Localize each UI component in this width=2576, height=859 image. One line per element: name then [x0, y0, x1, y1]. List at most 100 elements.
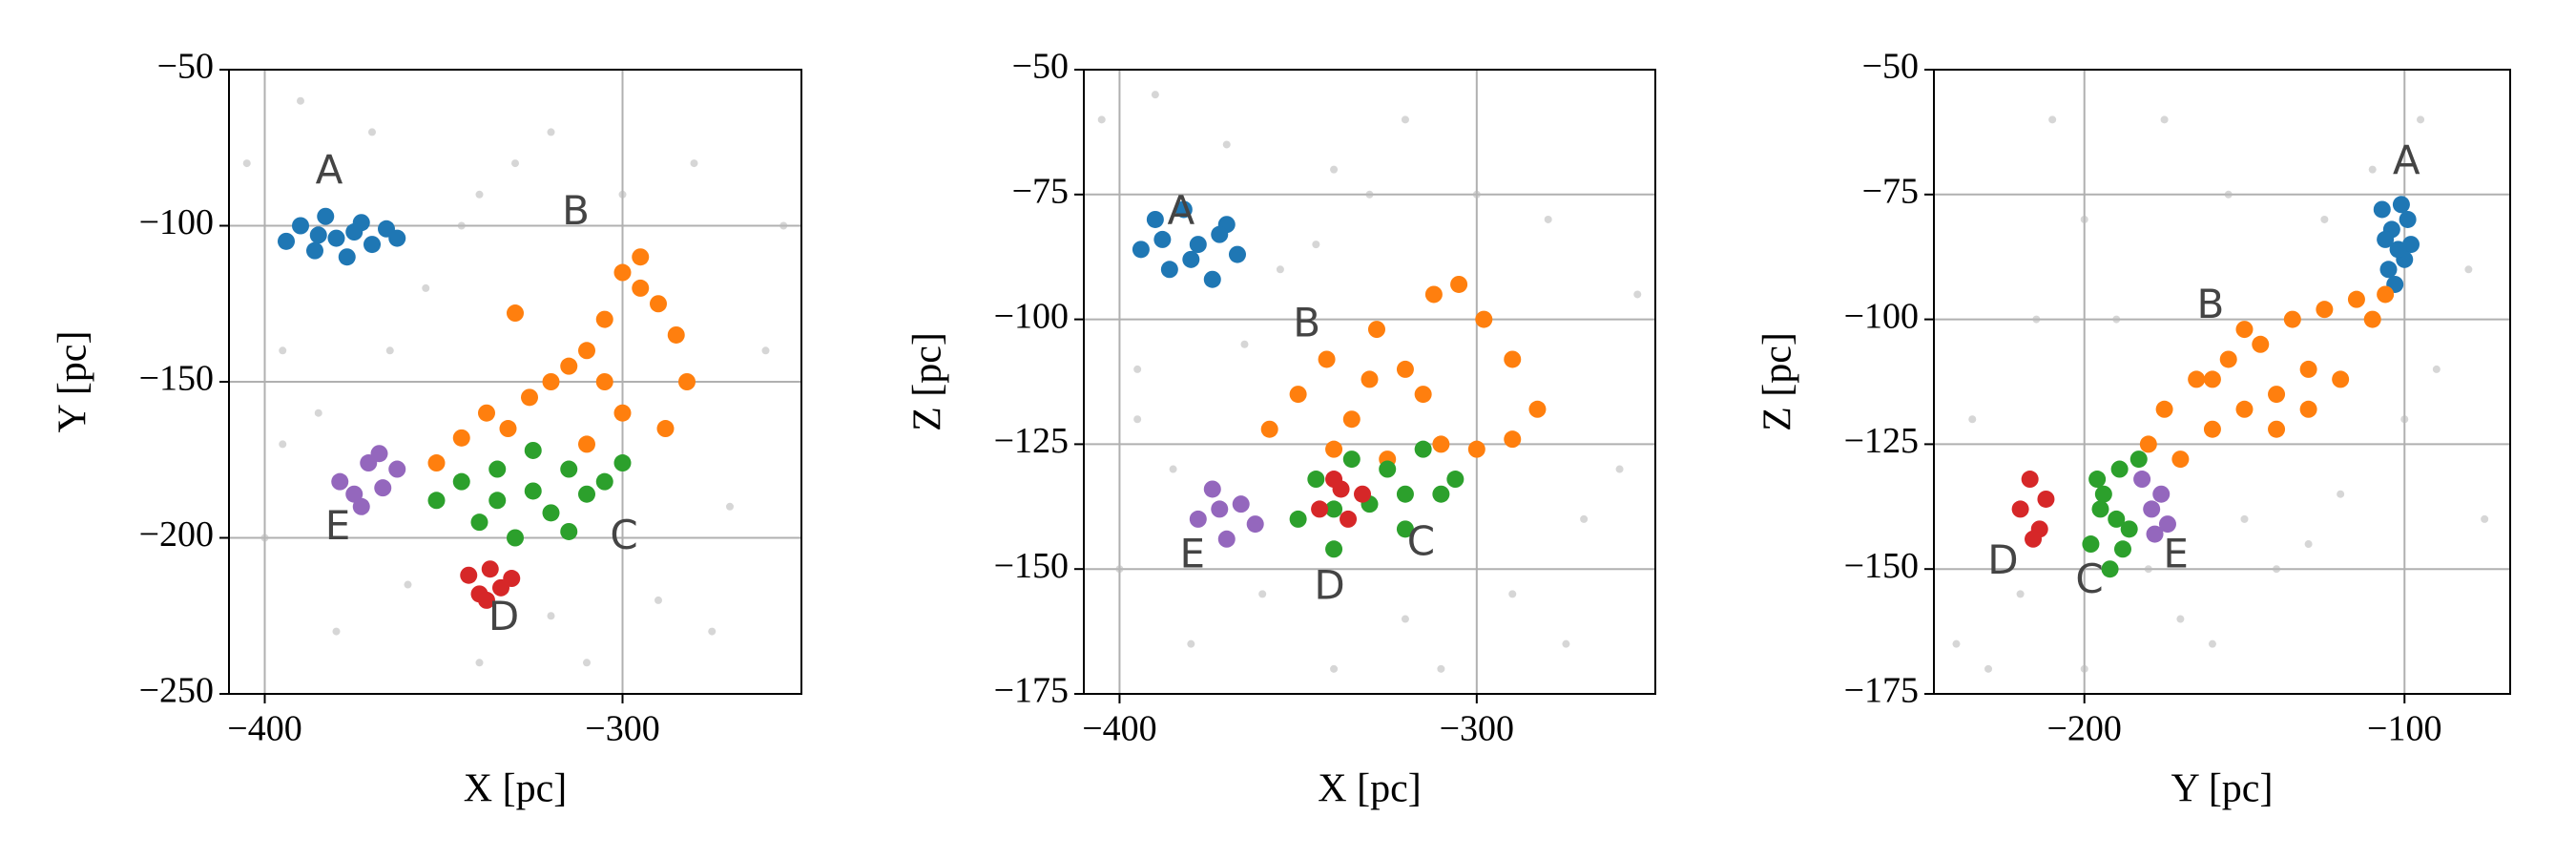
cluster-star — [1450, 275, 1468, 293]
cluster-star — [478, 591, 495, 609]
field-star — [708, 627, 717, 636]
field-star — [422, 283, 430, 292]
cluster-star — [1211, 500, 1229, 518]
cluster-star — [2037, 490, 2055, 508]
y-tick-label: −125 — [994, 421, 1069, 461]
cluster-star — [1211, 225, 1229, 243]
cluster-star — [632, 279, 650, 297]
field-star — [2304, 540, 2313, 549]
y-tick-label: −125 — [1844, 421, 1919, 461]
cluster-star — [2152, 485, 2171, 503]
cluster-star — [1354, 485, 1372, 503]
cluster-star — [1414, 440, 1432, 458]
cluster-star — [374, 479, 392, 497]
field-star — [583, 659, 591, 667]
cluster-label: A — [316, 146, 343, 193]
field-star — [1472, 190, 1481, 199]
cluster-star — [2392, 196, 2410, 214]
cluster-star — [388, 460, 406, 478]
cluster-star — [352, 497, 370, 515]
cluster-star — [2155, 400, 2173, 418]
cluster-star — [309, 226, 327, 244]
y-tick-label: −175 — [1844, 671, 1919, 711]
cluster-star — [345, 223, 364, 241]
x-tick-label: −400 — [227, 709, 301, 749]
field-star — [2080, 215, 2088, 223]
cluster-star — [2347, 290, 2365, 308]
cluster-star — [1203, 270, 1221, 288]
cluster-star — [1146, 210, 1164, 228]
cluster-star — [2332, 370, 2350, 388]
cluster-star — [1467, 440, 1485, 458]
cluster-label: C — [2075, 555, 2103, 602]
cluster-star — [2299, 360, 2317, 378]
field-star — [297, 96, 304, 105]
cluster-star — [1342, 450, 1361, 469]
plot-frame — [1083, 69, 1656, 695]
cluster-star — [2235, 400, 2254, 418]
field-star — [1187, 639, 1195, 648]
cluster-star — [306, 241, 323, 260]
field-star — [1115, 565, 1124, 574]
field-star — [1330, 165, 1339, 174]
cluster-label: A — [2393, 137, 2420, 184]
field-star — [260, 534, 269, 542]
cluster-star — [595, 472, 613, 491]
cluster-star — [2363, 310, 2381, 328]
points — [1097, 91, 1642, 673]
cluster-star — [1424, 285, 1443, 304]
cluster-star — [2129, 450, 2148, 469]
field-star — [1401, 615, 1409, 623]
cluster-star — [317, 207, 335, 225]
y-tick-label: −200 — [139, 514, 214, 555]
cluster-star — [427, 492, 446, 510]
field-star — [1580, 514, 1589, 523]
cluster-star — [2139, 435, 2157, 453]
cluster-star — [2088, 471, 2107, 489]
field-star — [1133, 415, 1142, 424]
field-star — [1330, 664, 1339, 673]
field-star — [2273, 565, 2281, 574]
cluster-star — [1246, 515, 1264, 534]
cluster-star — [1367, 321, 1385, 339]
x-axis-label: X [pc] — [1318, 767, 1421, 811]
y-axis-label: Z [pc] — [906, 332, 950, 431]
field-star — [1097, 115, 1106, 124]
cluster-star — [278, 232, 295, 250]
cluster-star — [327, 229, 345, 247]
field-star — [2337, 490, 2345, 498]
field-star — [1508, 590, 1517, 598]
cluster-star — [1203, 480, 1221, 498]
cluster-star — [2110, 460, 2129, 478]
y-tick-label: −250 — [139, 671, 214, 711]
cluster-star — [656, 420, 675, 438]
cluster-star — [2091, 500, 2109, 518]
cluster-star — [488, 460, 507, 478]
points — [1952, 115, 2489, 673]
cluster-label: B — [562, 187, 590, 234]
field-star — [761, 346, 770, 355]
cluster-label: D — [1314, 561, 1344, 608]
x-tick-label: −300 — [585, 709, 659, 749]
cluster-star — [499, 420, 517, 438]
cluster-star — [2025, 530, 2043, 548]
cluster-star — [1396, 520, 1414, 538]
field-star — [457, 221, 466, 230]
field-star — [2464, 265, 2473, 274]
cluster-star — [2021, 471, 2039, 489]
cluster-star — [2268, 386, 2286, 404]
cluster-star — [2011, 500, 2029, 518]
x-tick-label: −300 — [1440, 709, 1514, 749]
field-star — [1544, 215, 1552, 223]
cluster-star — [364, 236, 381, 254]
field-star — [1312, 241, 1320, 249]
field-star — [2112, 315, 2121, 324]
cluster-star — [503, 570, 521, 588]
cluster-star — [2203, 370, 2221, 388]
cluster-star — [595, 373, 613, 390]
field-star — [2032, 315, 2041, 324]
cluster-star — [2268, 420, 2286, 438]
cluster-star — [2094, 485, 2112, 503]
panel: −200 −100 −175 −150 −125 −100 −75 −50 A B C D E Y [pc… — [1756, 47, 2511, 811]
field-star — [2400, 415, 2409, 424]
